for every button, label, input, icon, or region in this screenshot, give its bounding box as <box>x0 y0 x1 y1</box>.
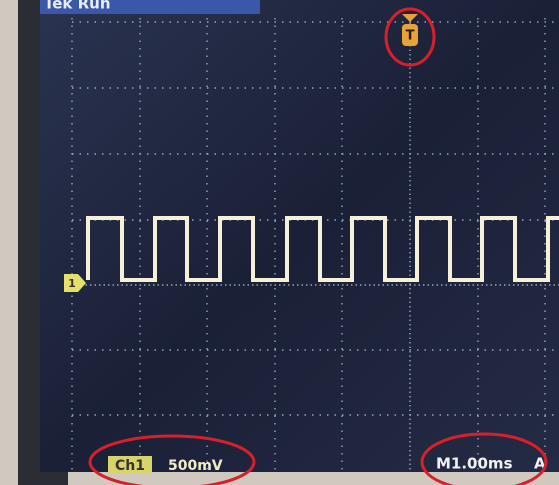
timebase: M1.00ms <box>436 455 513 473</box>
status-text: Tek Run <box>44 0 111 13</box>
trigger-marker: T <box>406 29 415 44</box>
channel-marker: 1 <box>68 277 76 290</box>
oscilloscope-photo: Tek Run T 1 Ch1 500mV M1.00ms A <box>0 0 559 485</box>
volts-per-div: 500mV <box>168 458 223 474</box>
channel-label: Ch1 <box>115 458 145 474</box>
page: Tek Run T 1 Ch1 500mV M1.00ms A (() => {… <box>0 0 559 485</box>
